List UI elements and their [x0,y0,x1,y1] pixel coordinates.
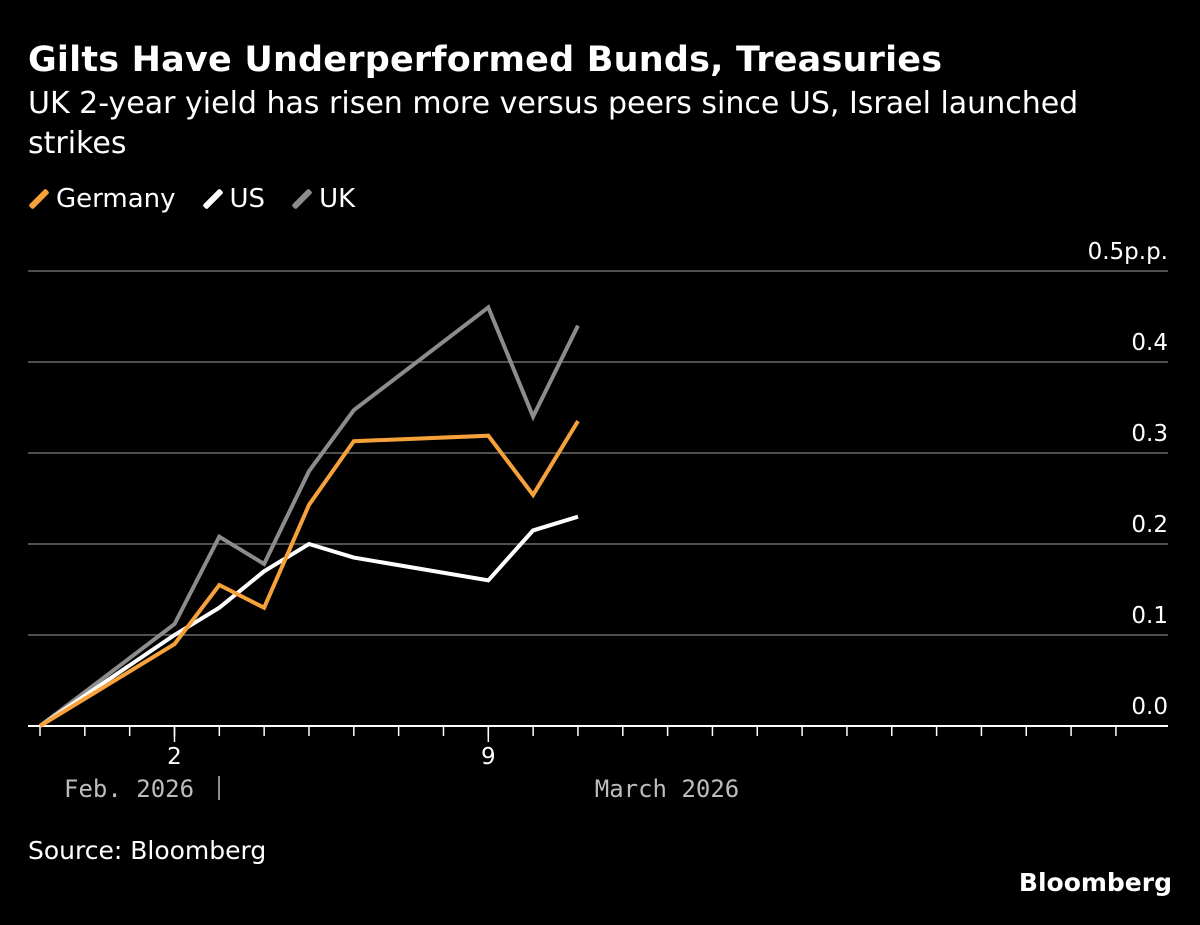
legend-label-us: US [229,184,266,214]
bloomberg-logo: Bloomberg [1018,868,1172,897]
legend-label-germany: Germany [56,184,176,214]
y-tick-label: 0.2 [1131,512,1168,538]
y-tick-label: 0.4 [1131,330,1168,356]
y-tick-label: 0.0 [1131,694,1168,720]
legend: Germany US UK [28,184,381,214]
y-tick-label: 0.1 [1131,603,1168,629]
legend-label-uk: UK [319,184,356,214]
chart-title: Gilts Have Underperformed Bunds, Treasur… [28,40,943,80]
legend-item-us: US [201,184,266,214]
series-line-uk [38,304,580,728]
legend-item-uk: UK [291,184,355,214]
legend-item-germany: Germany [28,184,176,214]
period-label-feb: Feb. 2026 [64,775,194,803]
series-line-us [38,514,579,728]
x-tick-label: 9 [481,744,496,770]
y-tick-label: 0.3 [1131,421,1168,447]
source-note: Source: Bloomberg [28,836,267,865]
x-tick-label: 2 [167,744,182,770]
period-label-mar: March 2026 [595,775,740,803]
chart-subtitle: UK 2-year yield has risen more versus pe… [28,86,1079,161]
series-line-germany [38,420,580,728]
y-tick-label: 0.5p.p. [1088,239,1168,265]
